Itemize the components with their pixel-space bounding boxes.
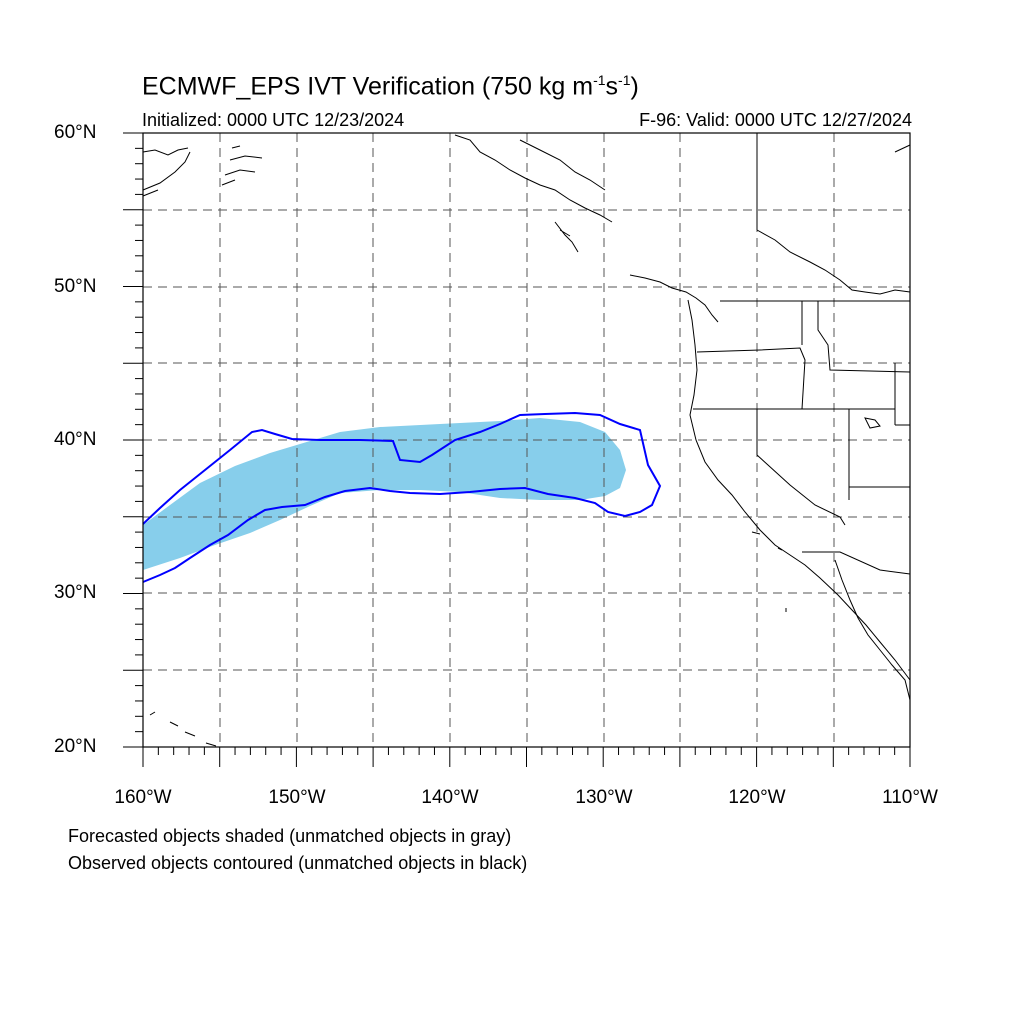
lat-label-60n: 60°N [54, 122, 97, 143]
coastlines [142, 134, 911, 747]
forecast-object-shaded [143, 418, 626, 570]
lat-label-30n: 30°N [54, 582, 97, 603]
axis-ticks [123, 132, 911, 767]
lon-label-150w: 150°W [268, 787, 326, 808]
lon-label-130w: 130°W [575, 787, 633, 808]
lat-label-40n: 40°N [54, 429, 97, 450]
lon-label-120w: 120°W [728, 787, 786, 808]
political-borders [693, 133, 911, 575]
valid-time-label: F-96: Valid: 0000 UTC 12/27/2024 [639, 110, 912, 130]
lon-label-110w: 110°W [882, 787, 938, 808]
observed-object-contour [142, 411, 662, 583]
chart-title: ECMWF_EPS IVT Verification (750 kg m-1s-… [142, 72, 639, 101]
lat-label-50n: 50°N [54, 276, 97, 297]
legend-forecast-note: Forecasted objects shaded (unmatched obj… [68, 826, 512, 846]
legend-observed-note: Observed objects contoured (unmatched ob… [68, 853, 528, 873]
initialized-label: Initialized: 0000 UTC 12/23/2024 [142, 110, 405, 130]
lat-label-20n: 20°N [54, 736, 97, 757]
gridlines [143, 133, 910, 747]
lon-label-160w: 160°W [114, 787, 172, 808]
lon-label-140w: 140°W [421, 787, 479, 808]
